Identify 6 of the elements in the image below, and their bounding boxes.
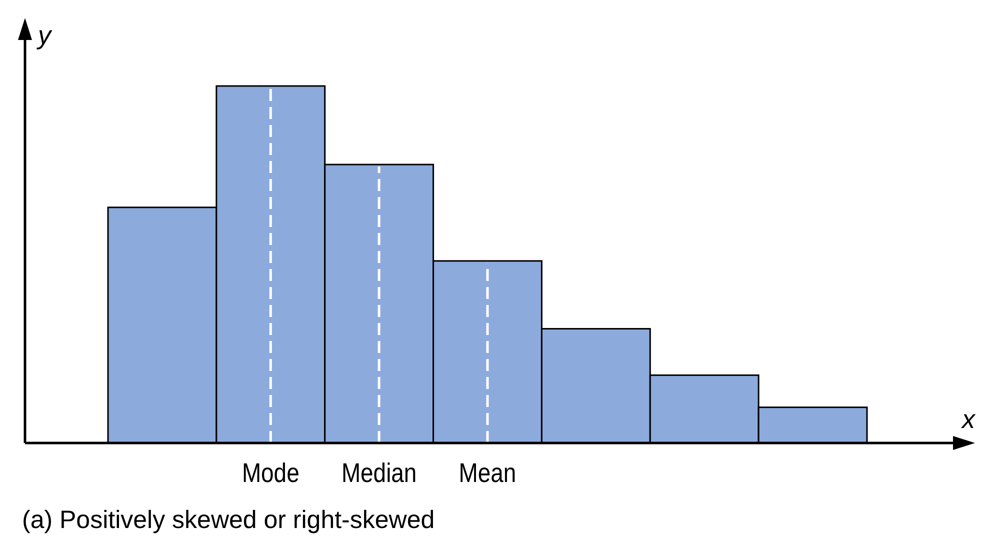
x-tick-label: Median (341, 458, 417, 488)
text: (a) Positively skewed or right-skewed (22, 506, 435, 534)
x-tick-label: Mode (242, 458, 300, 488)
y-axis-title: y (36, 20, 53, 50)
x-tick-label: Mean (458, 458, 516, 488)
x-axis-title: x (960, 404, 976, 434)
